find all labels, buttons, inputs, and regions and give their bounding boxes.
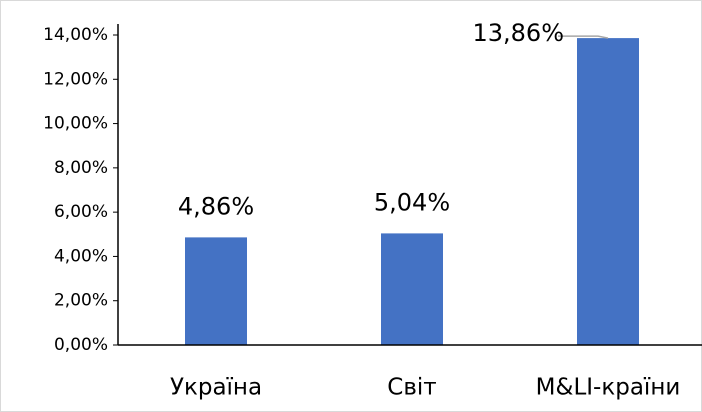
value-label: 13,86% bbox=[472, 19, 564, 47]
y-tick-label: 10,00% bbox=[43, 114, 108, 134]
value-label: 4,86% bbox=[178, 192, 254, 220]
x-tick-label: M&LI-країни bbox=[536, 375, 681, 401]
y-tick-label: 2,00% bbox=[54, 291, 108, 311]
y-tick-label: 14,00% bbox=[43, 25, 108, 45]
x-tick-label: Україна bbox=[170, 375, 262, 401]
bar bbox=[185, 237, 247, 345]
x-tick-label: Світ bbox=[387, 375, 436, 401]
y-tick-label: 0,00% bbox=[54, 335, 108, 355]
leader-line bbox=[558, 35, 609, 39]
y-tick-label: 6,00% bbox=[54, 202, 108, 222]
y-tick-label: 12,00% bbox=[43, 69, 108, 89]
y-tick-label: 8,00% bbox=[54, 158, 108, 178]
bar bbox=[381, 233, 443, 345]
bar bbox=[577, 38, 639, 345]
value-label: 5,04% bbox=[374, 188, 450, 216]
y-tick-label: 4,00% bbox=[54, 246, 108, 266]
